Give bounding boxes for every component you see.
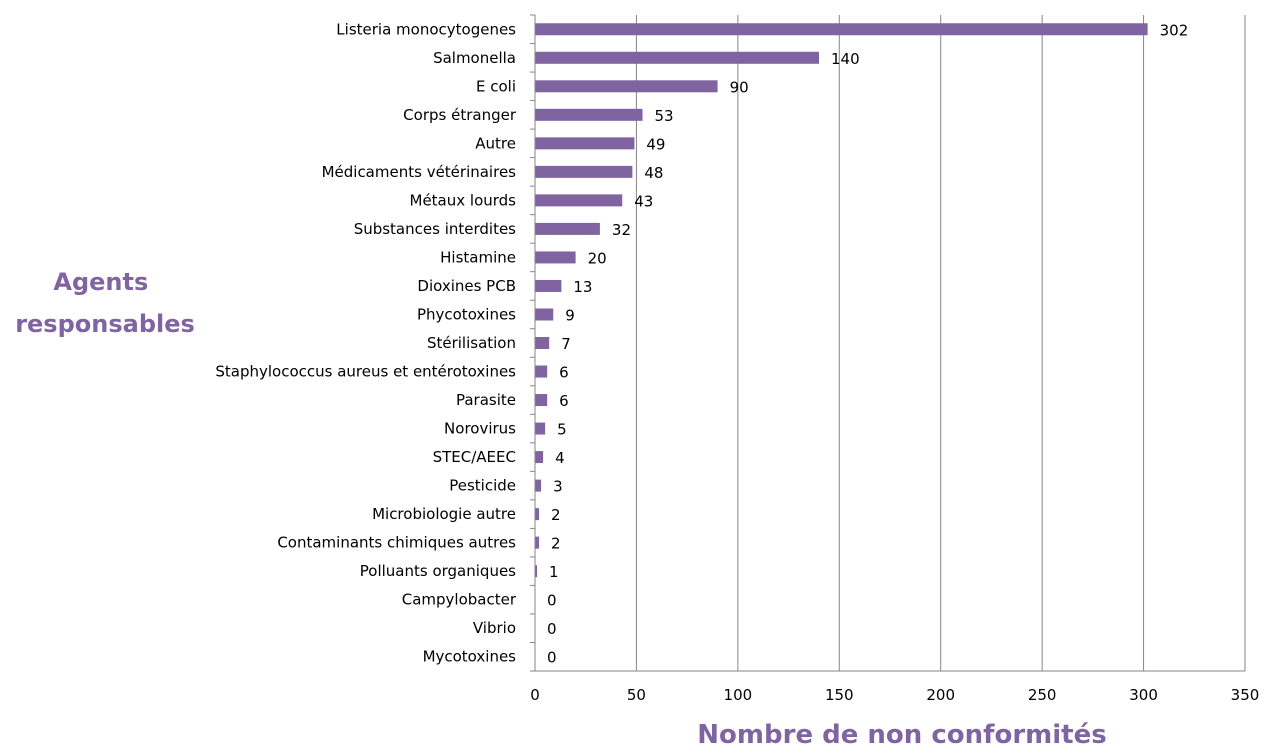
- bar: [535, 108, 643, 121]
- data-label: 20: [588, 249, 607, 267]
- category-label: Contaminants chimiques autres: [277, 534, 516, 552]
- category-label: Vibrio: [473, 619, 516, 637]
- data-label: 3: [553, 478, 563, 496]
- data-label: 302: [1160, 21, 1189, 39]
- bar: [535, 365, 548, 378]
- category-label: E coli: [476, 77, 516, 95]
- data-label: 5: [557, 421, 567, 439]
- x-axis-title: Nombre de non conformités: [697, 720, 1106, 749]
- bar: [535, 222, 600, 235]
- category-label: Norovirus: [444, 420, 516, 438]
- bar: [535, 251, 576, 264]
- category-label: Autre: [475, 134, 516, 152]
- gridlines: [635, 15, 1246, 671]
- data-label: 0: [547, 649, 557, 667]
- y-axis-title-line-2: responsables: [15, 310, 195, 338]
- category-label: Substances interdites: [354, 220, 516, 238]
- x-tick-label: 150: [825, 686, 854, 704]
- bar: [535, 394, 548, 407]
- bar: [535, 279, 562, 292]
- category-label: Polluants organiques: [360, 562, 516, 580]
- category-label: Staphylococcus aureus et entérotoxines: [215, 363, 516, 381]
- x-tick-label: 350: [1231, 686, 1260, 704]
- bar: [535, 337, 550, 349]
- bar: [535, 451, 544, 464]
- category-label: Mycotoxines: [423, 648, 517, 666]
- category-label: STEC/AEEC: [433, 448, 516, 466]
- category-label: Listeria monocytogenes: [336, 20, 516, 38]
- category-label: Stérilisation: [427, 334, 516, 352]
- x-tick-label: 250: [1028, 686, 1057, 704]
- data-label: 9: [565, 306, 575, 324]
- category-label: Campylobacter: [402, 591, 517, 609]
- category-label: Parasite: [456, 391, 516, 409]
- category-label: Médicaments vétérinaires: [322, 163, 517, 181]
- data-label: 43: [634, 192, 653, 210]
- data-label: 6: [559, 392, 569, 410]
- x-tick-labels: 0 50 100 150 200 250 300 350: [530, 686, 1259, 704]
- x-tick-label: 100: [724, 686, 753, 704]
- x-tick-label: 200: [926, 686, 955, 704]
- bar: [535, 536, 540, 549]
- data-label: 48: [644, 164, 663, 182]
- y-axis-title: Agents responsables: [15, 268, 195, 338]
- bar: [535, 194, 623, 207]
- bar: [535, 137, 635, 150]
- y-axis-title-line-1: Agents: [53, 268, 148, 296]
- category-label: Pesticide: [449, 477, 516, 495]
- bar: [535, 165, 633, 178]
- bar: [535, 23, 1148, 36]
- bar: [535, 51, 819, 64]
- category-label: Phycotoxines: [417, 305, 516, 323]
- data-label: 2: [551, 535, 561, 553]
- data-label: 7: [561, 335, 571, 353]
- bar: [535, 422, 546, 435]
- category-label: Salmonella: [433, 49, 516, 67]
- data-label: 0: [547, 620, 557, 638]
- x-tick-label: 50: [627, 686, 646, 704]
- data-label: 53: [655, 107, 674, 125]
- x-tick-label: 0: [530, 686, 540, 704]
- data-label: 1: [549, 563, 559, 581]
- bars: [535, 23, 1148, 578]
- category-label: Histamine: [440, 248, 516, 266]
- bar: [535, 80, 718, 93]
- category-label: Microbiologie autre: [372, 505, 516, 523]
- data-label: 90: [730, 78, 749, 96]
- category-label: Corps étranger: [403, 106, 517, 124]
- bar: [535, 565, 538, 578]
- data-label: 0: [547, 592, 557, 610]
- bar: [535, 308, 554, 321]
- data-label: 4: [555, 449, 565, 467]
- data-label: 140: [831, 50, 860, 68]
- bar: [535, 508, 540, 521]
- x-tick-label: 300: [1129, 686, 1158, 704]
- category-label: Dioxines PCB: [417, 277, 516, 295]
- bar: [535, 479, 542, 492]
- data-label: 2: [551, 506, 561, 524]
- category-label: Métaux lourds: [410, 191, 517, 209]
- data-label: 32: [612, 221, 631, 239]
- axes: [530, 14, 1245, 672]
- data-label: 49: [646, 135, 665, 153]
- data-label: 6: [559, 364, 569, 382]
- data-label: 13: [573, 278, 592, 296]
- category-labels: Listeria monocytogenes Salmonella E coli Co…: [215, 20, 516, 665]
